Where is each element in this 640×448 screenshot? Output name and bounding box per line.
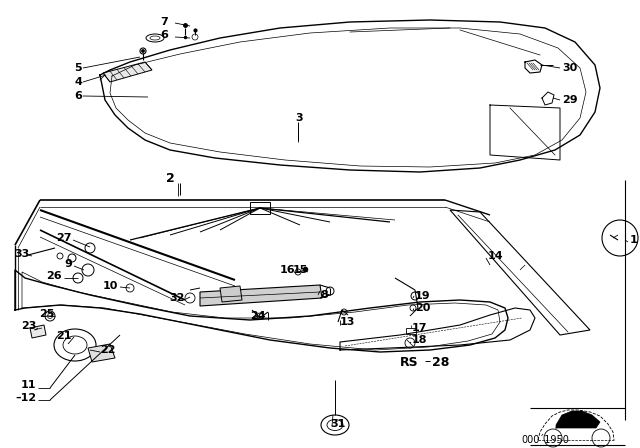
Text: 7: 7 — [160, 17, 168, 27]
Text: 6: 6 — [74, 91, 82, 101]
Text: 32: 32 — [170, 293, 185, 303]
Text: 17: 17 — [412, 323, 428, 333]
Text: 8: 8 — [320, 290, 328, 300]
Polygon shape — [406, 328, 416, 334]
Polygon shape — [30, 325, 46, 338]
Text: 21: 21 — [56, 331, 72, 341]
Text: 000´1950: 000´1950 — [521, 435, 569, 445]
Text: 5: 5 — [74, 63, 82, 73]
Text: 18: 18 — [412, 335, 428, 345]
Text: 30: 30 — [562, 63, 577, 73]
Text: 22: 22 — [100, 345, 115, 355]
Text: 6: 6 — [160, 30, 168, 40]
Text: 3: 3 — [295, 113, 303, 123]
Text: 33: 33 — [15, 249, 30, 259]
Text: 4: 4 — [74, 77, 82, 87]
Text: 10: 10 — [102, 281, 118, 291]
Text: –12: –12 — [15, 393, 36, 403]
Polygon shape — [220, 286, 242, 302]
Text: 26: 26 — [46, 271, 62, 281]
Text: 15: 15 — [292, 265, 308, 275]
Polygon shape — [88, 344, 115, 362]
Text: 27: 27 — [56, 233, 72, 243]
Circle shape — [141, 49, 145, 52]
Text: 13: 13 — [340, 317, 355, 327]
Text: 28: 28 — [432, 356, 449, 369]
Text: 31: 31 — [330, 419, 346, 429]
Polygon shape — [103, 62, 152, 82]
Text: RS: RS — [400, 356, 419, 369]
Polygon shape — [250, 202, 270, 214]
Text: 14: 14 — [488, 251, 504, 261]
Text: 23: 23 — [20, 321, 36, 331]
Polygon shape — [556, 411, 600, 428]
Text: 20: 20 — [415, 303, 430, 313]
Polygon shape — [200, 285, 322, 306]
Text: 11: 11 — [20, 380, 36, 390]
Text: 2: 2 — [166, 172, 175, 185]
Text: 29: 29 — [562, 95, 578, 105]
Text: 1: 1 — [630, 235, 637, 245]
Text: 19: 19 — [415, 291, 431, 301]
Text: 9: 9 — [64, 259, 72, 269]
Polygon shape — [450, 210, 590, 335]
Text: 24: 24 — [250, 311, 266, 321]
Text: 16: 16 — [280, 265, 295, 275]
Text: 25: 25 — [38, 309, 54, 319]
Text: –: – — [424, 356, 430, 369]
